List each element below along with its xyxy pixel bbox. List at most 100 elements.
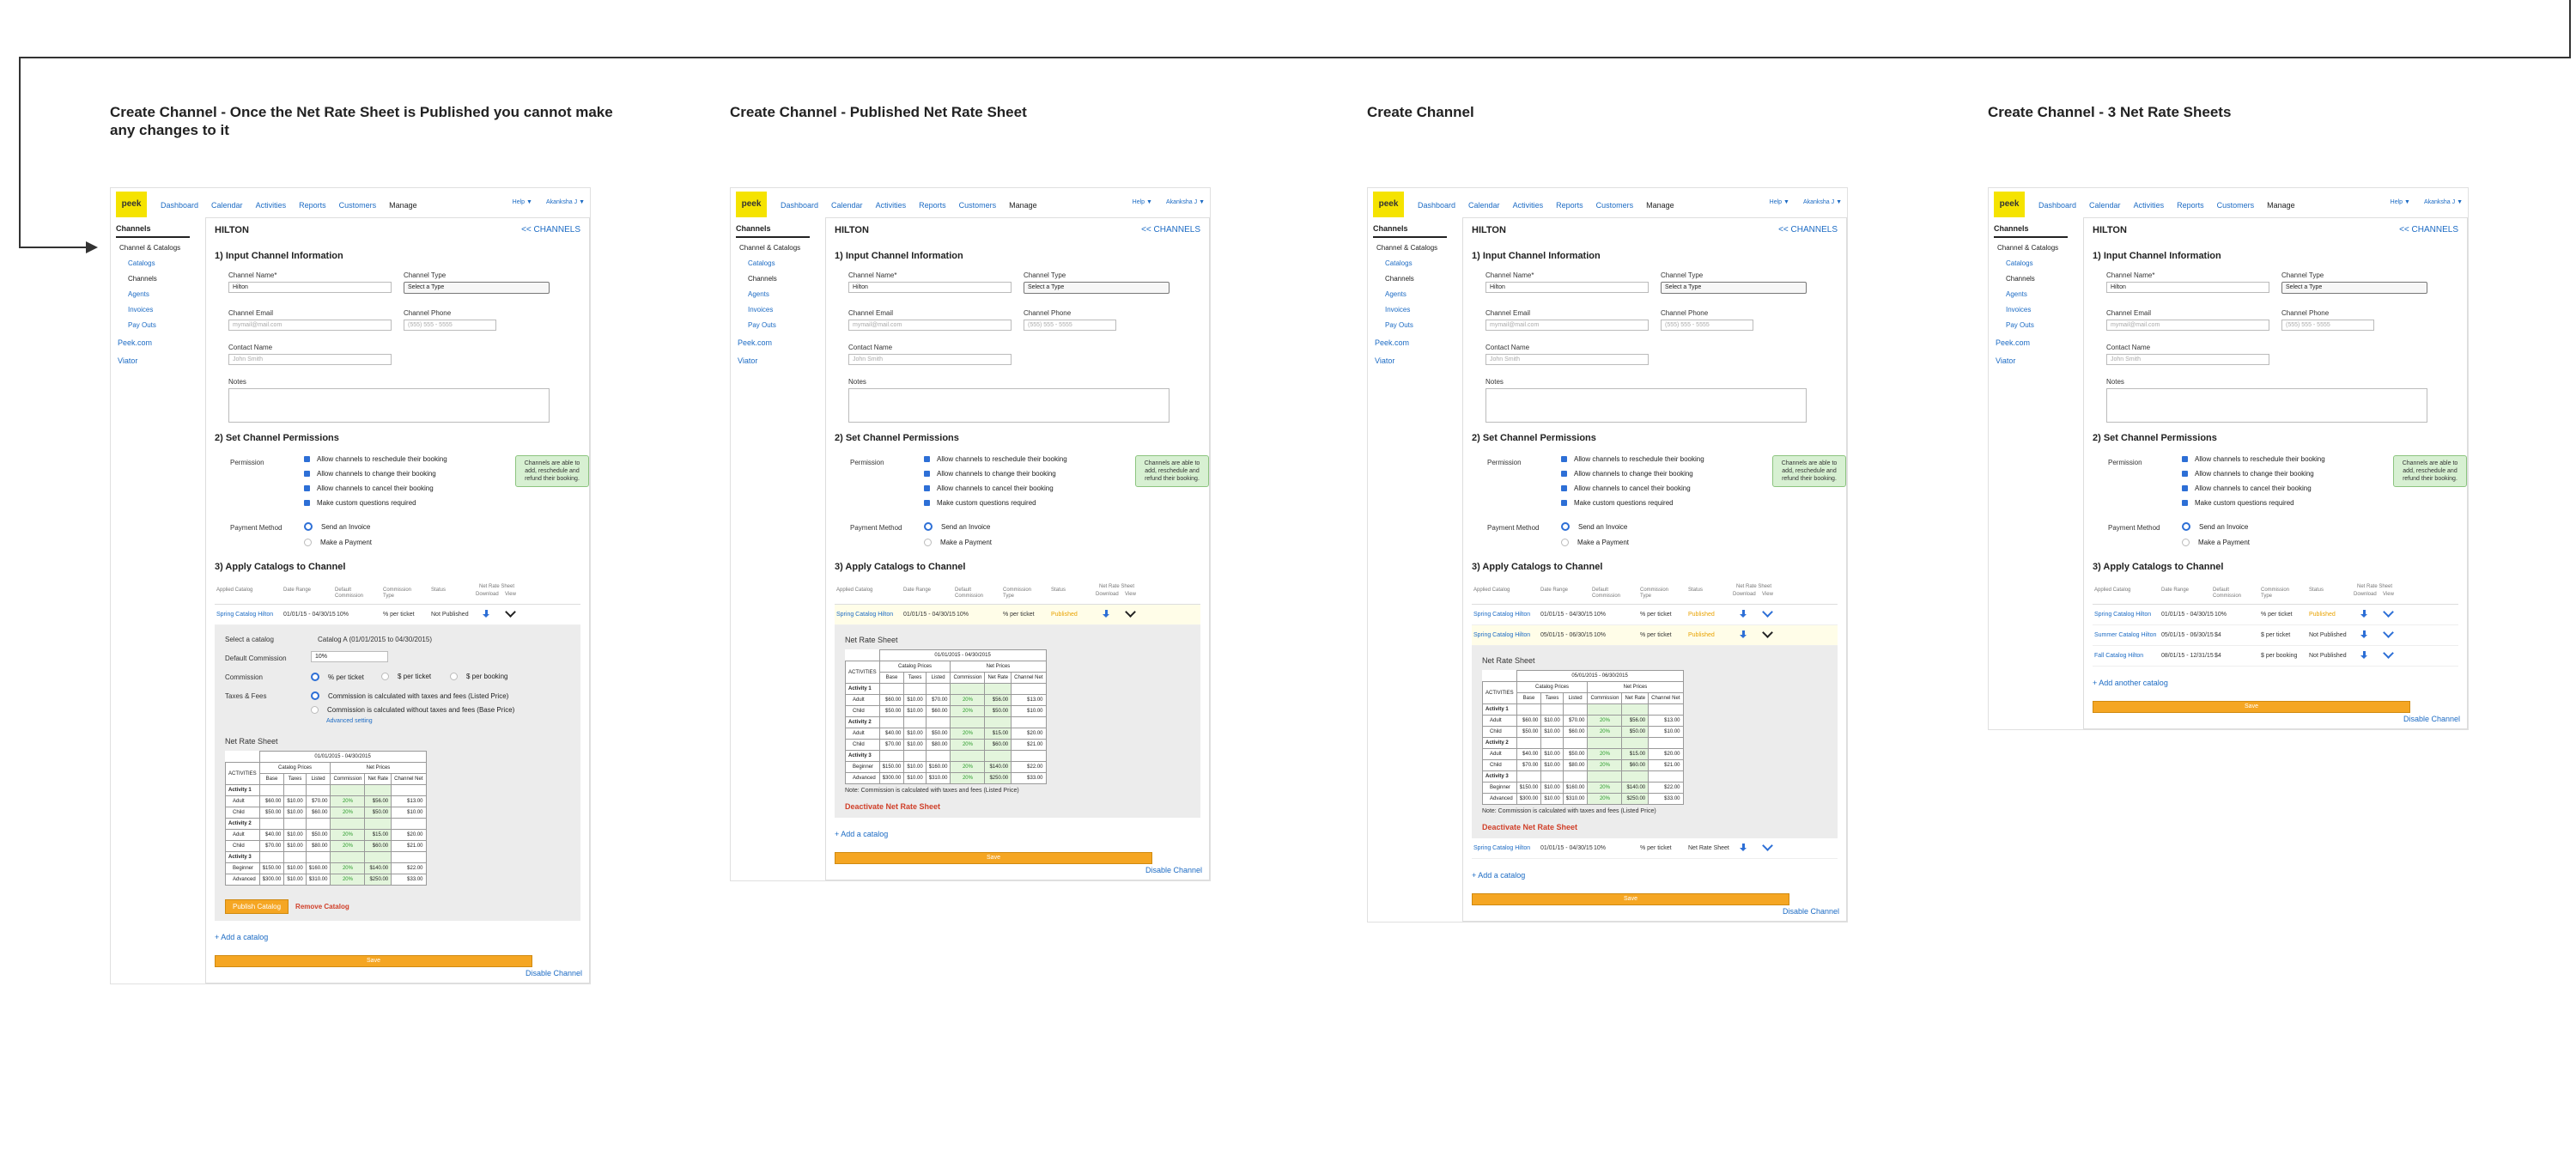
nav-item[interactable]: Manage [2267, 201, 2295, 210]
nav-item[interactable]: Activities [1512, 201, 1544, 210]
channel-type-select[interactable]: Select a Type [1024, 282, 1170, 294]
permission-checkbox[interactable]: Allow channels to change their booking [1561, 470, 1693, 478]
add-catalog-link[interactable]: + Add a catalog [1472, 871, 1526, 880]
contact-name-input[interactable]: John Smith [2106, 354, 2269, 365]
permission-checkbox[interactable]: Allow channels to cancel their booking [2182, 484, 2312, 492]
sidebar-link[interactable]: Peek.com [738, 338, 773, 347]
disable-channel-link[interactable]: Disable Channel [525, 969, 582, 977]
contact-name-input[interactable]: John Smith [848, 354, 1012, 365]
permission-checkbox[interactable]: Allow channels to reschedule their booki… [2182, 455, 2325, 463]
payment-pay-radio[interactable]: Make a Payment [2182, 539, 2250, 546]
catalog-row[interactable]: Spring Catalog Hilton 01/01/15 - 04/30/15… [1472, 838, 1838, 859]
sidebar-link[interactable]: Peek.com [1375, 338, 1410, 347]
download-icon[interactable] [483, 610, 490, 618]
nav-item[interactable]: Customers [2216, 201, 2255, 210]
catalog-name-link[interactable]: Fall Catalog Hilton [2094, 653, 2144, 659]
permission-checkbox[interactable]: Allow channels to reschedule their booki… [924, 455, 1067, 463]
taxes-listed-radio[interactable]: Commission is calculated with taxes and … [311, 691, 508, 700]
chevron-down-icon[interactable] [1762, 627, 1773, 638]
nav-item[interactable]: Customers [1595, 201, 1634, 210]
sidebar-item[interactable]: Channels [748, 275, 777, 283]
chevron-down-icon[interactable] [2383, 627, 2394, 638]
sidebar-item[interactable]: Catalogs [748, 259, 775, 267]
sidebar-link[interactable]: Viator [738, 356, 758, 365]
channel-phone-input[interactable]: (555) 555 - 5555 [2281, 320, 2374, 331]
payment-invoice-radio[interactable]: Send an Invoice [2182, 522, 2248, 531]
download-icon[interactable] [2360, 651, 2368, 660]
save-button[interactable]: Save [1472, 893, 1789, 905]
catalog-row[interactable]: Summer Catalog Hilton 05/01/15 - 06/30/15… [2093, 625, 2458, 646]
add-catalog-link[interactable]: + Add a catalog [215, 933, 269, 941]
permission-checkbox[interactable]: Make custom questions required [304, 499, 416, 507]
peek-logo[interactable]: peek [1373, 192, 1404, 217]
peek-logo[interactable]: peek [116, 192, 147, 217]
help-menu[interactable]: Help ▼ [512, 199, 532, 205]
nav-item[interactable]: Manage [1009, 201, 1037, 210]
nav-item[interactable]: Reports [1556, 201, 1583, 210]
permission-checkbox[interactable]: Allow channels to change their booking [2182, 470, 2314, 478]
sidebar-item[interactable]: Catalogs [2006, 259, 2033, 267]
sidebar-item[interactable]: Invoices [1385, 306, 1411, 314]
chevron-down-icon[interactable] [2383, 648, 2394, 659]
permission-checkbox[interactable]: Allow channels to cancel their booking [304, 484, 434, 492]
payment-pay-radio[interactable]: Make a Payment [304, 539, 372, 546]
channel-email-input[interactable]: mymail@mail.com [848, 320, 1012, 331]
catalog-row[interactable]: Fall Catalog Hilton 08/01/15 - 12/31/15 $4… [2093, 646, 2458, 667]
nav-item[interactable]: Activities [875, 201, 907, 210]
catalog-name-link[interactable]: Spring Catalog Hilton [2094, 612, 2152, 618]
nav-item[interactable]: Calendar [211, 201, 243, 210]
catalog-name-link[interactable]: Spring Catalog Hilton [836, 612, 894, 618]
sidebar-link[interactable]: Viator [1996, 356, 2016, 365]
catalog-row[interactable]: Spring Catalog Hilton 01/01/15 - 04/30/15… [835, 605, 1200, 625]
nav-item[interactable]: Calendar [2089, 201, 2121, 210]
nav-item[interactable]: Dashboard [781, 201, 819, 210]
back-to-channels-link[interactable]: << CHANNELS [1778, 225, 1838, 234]
sidebar-item[interactable]: Agents [128, 290, 149, 298]
nav-item[interactable]: Customers [338, 201, 377, 210]
catalog-name-link[interactable]: Summer Catalog Hilton [2094, 632, 2157, 638]
save-button[interactable]: Save [215, 955, 532, 967]
sidebar-item[interactable]: Pay Outs [128, 321, 156, 329]
commission-percent-radio[interactable]: % per ticket [311, 673, 364, 681]
download-icon[interactable] [2360, 630, 2368, 639]
catalog-row[interactable]: Spring Catalog Hilton 01/01/15 - 04/30/15… [1472, 605, 1838, 625]
sidebar-item[interactable]: Invoices [2006, 306, 2032, 314]
payment-pay-radio[interactable]: Make a Payment [924, 539, 992, 546]
disable-channel-link[interactable]: Disable Channel [1145, 866, 1202, 874]
sidebar-link[interactable]: Viator [1375, 356, 1395, 365]
channel-email-input[interactable]: mymail@mail.com [1485, 320, 1649, 331]
nav-item[interactable]: Customers [958, 201, 997, 210]
user-menu[interactable]: Akanksha J ▼ [545, 199, 585, 205]
catalog-row[interactable]: Spring Catalog Hilton 05/01/15 - 06/30/15… [1472, 625, 1838, 646]
publish-catalog-button[interactable]: Publish Catalog [225, 899, 289, 914]
nav-item[interactable]: Reports [299, 201, 326, 210]
notes-textarea[interactable] [848, 388, 1170, 423]
channel-email-input[interactable]: mymail@mail.com [228, 320, 392, 331]
add-catalog-link[interactable]: + Add a catalog [835, 830, 889, 838]
catalog-name-link[interactable]: Spring Catalog Hilton [1473, 612, 1531, 618]
default-commission-input[interactable]: 10% [311, 651, 388, 662]
nav-item[interactable]: Reports [2177, 201, 2204, 210]
channel-type-select[interactable]: Select a Type [404, 282, 550, 294]
nav-item[interactable]: Manage [1646, 201, 1674, 210]
sidebar-item[interactable]: Pay Outs [748, 321, 776, 329]
catalog-name-link[interactable]: Spring Catalog Hilton [216, 612, 274, 618]
nav-item[interactable]: Dashboard [161, 201, 199, 210]
permission-checkbox[interactable]: Allow channels to cancel their booking [924, 484, 1054, 492]
permission-checkbox[interactable]: Allow channels to reschedule their booki… [1561, 455, 1704, 463]
deactivate-sheet-link[interactable]: Deactivate Net Rate Sheet [1482, 823, 1578, 831]
back-to-channels-link[interactable]: << CHANNELS [2399, 225, 2458, 234]
taxes-base-radio[interactable]: Commission is calculated without taxes a… [311, 706, 514, 714]
disable-channel-link[interactable]: Disable Channel [1782, 907, 1839, 916]
channel-type-select[interactable]: Select a Type [1661, 282, 1807, 294]
nav-item[interactable]: Activities [255, 201, 287, 210]
commission-dollar-ticket-radio[interactable]: $ per ticket [381, 673, 431, 680]
catalog-name-link[interactable]: Spring Catalog Hilton [1473, 632, 1531, 638]
sidebar-item[interactable]: Pay Outs [1385, 321, 1413, 329]
add-another-catalog-link[interactable]: + Add another catalog [2093, 679, 2168, 687]
contact-name-input[interactable]: John Smith [1485, 354, 1649, 365]
sidebar-item[interactable]: Channels [2006, 275, 2035, 283]
nav-item[interactable]: Dashboard [2038, 201, 2077, 210]
contact-name-input[interactable]: John Smith [228, 354, 392, 365]
catalog-row[interactable]: Spring Catalog Hilton 01/01/15 - 04/30/15… [215, 605, 580, 625]
